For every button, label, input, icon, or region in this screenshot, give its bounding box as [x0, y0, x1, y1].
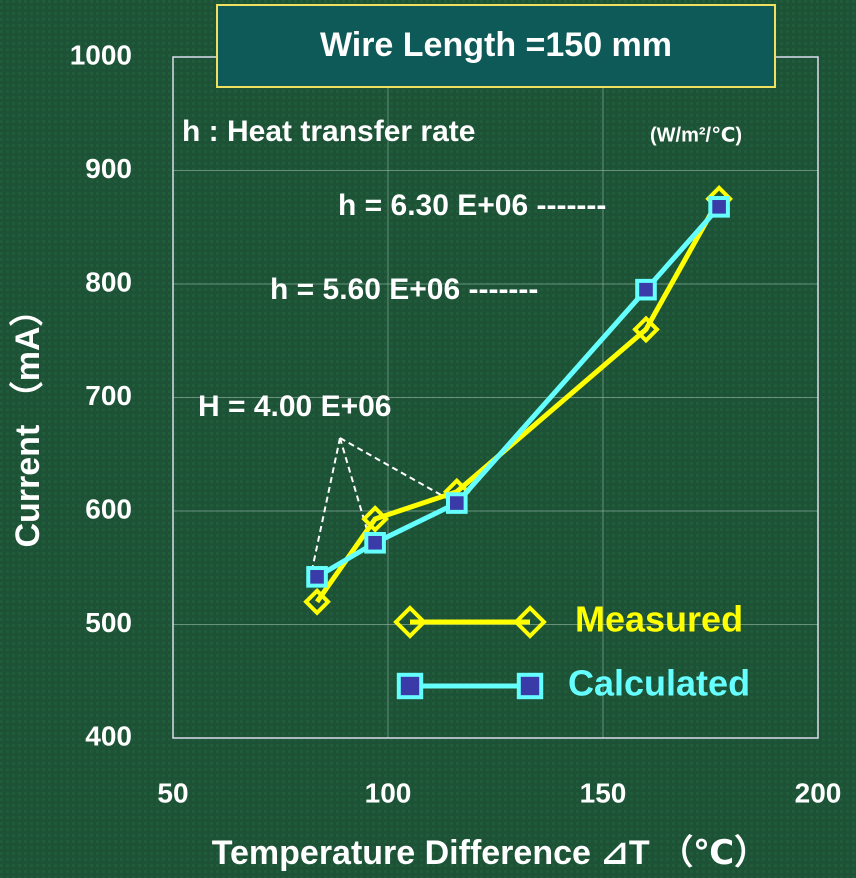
x-tick-label: 200	[795, 777, 842, 808]
annotation-pointer	[311, 437, 451, 571]
legend-marker	[516, 672, 544, 700]
annotation: h = 5.60 E+06 -------	[270, 273, 538, 306]
y-tick-label: 900	[85, 153, 132, 184]
y-tick-label: 400	[85, 720, 132, 751]
marker	[364, 531, 386, 554]
legend-marker	[393, 605, 427, 639]
annotation: H = 4.00 E+06	[198, 390, 391, 423]
x-tick-label: 50	[157, 777, 188, 808]
y-tick-label: 700	[85, 380, 132, 411]
y-tick-label: 600	[85, 493, 132, 524]
marker	[635, 278, 657, 301]
marker	[303, 587, 331, 616]
legend-label: Calculated	[568, 663, 750, 704]
series-line	[315, 197, 722, 604]
annotation: (W/m²/℃)	[650, 124, 742, 146]
y-tick-label: 500	[85, 607, 132, 638]
y-tick-label: 1000	[70, 39, 132, 70]
y-tick-label: 800	[85, 266, 132, 297]
x-tick-label: 100	[365, 777, 412, 808]
subtitle: h : Heat transfer rate	[182, 115, 475, 148]
marker	[708, 196, 730, 218]
y-axis-label: Current （mA）	[8, 292, 47, 547]
marker	[361, 505, 389, 533]
legend-label: Measured	[575, 599, 743, 640]
x-axis-label: Temperature Difference ⊿T （℃）	[212, 833, 768, 872]
annotation: h = 6.30 E+06 -------	[338, 189, 606, 222]
marker	[306, 566, 328, 588]
title-box	[216, 4, 776, 88]
marker	[632, 315, 660, 344]
x-tick-label: 150	[580, 777, 627, 808]
marker	[446, 492, 468, 514]
chart-title: Wire Length =150 mm	[320, 26, 672, 64]
legend-marker	[396, 672, 424, 700]
legend-marker	[513, 605, 547, 639]
